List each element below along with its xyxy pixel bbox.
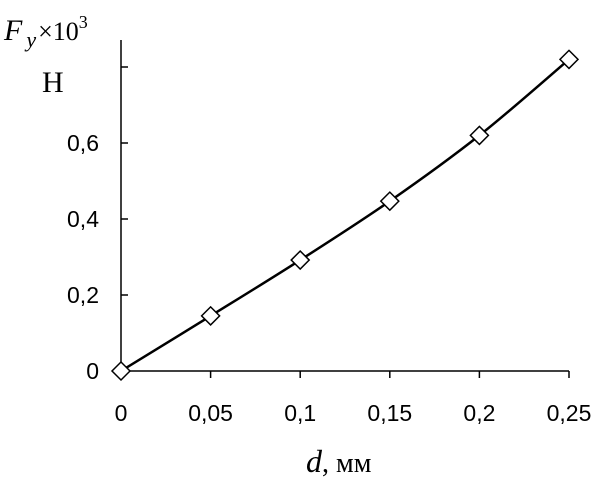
data-point-marker <box>469 125 490 146</box>
ticks <box>120 66 570 378</box>
x-tick-label: 0,1 <box>284 400 316 426</box>
x-tick-label: 0 <box>115 400 128 426</box>
series-line <box>120 58 570 373</box>
y-label-symbol: F <box>3 14 23 47</box>
data-point-marker <box>110 360 132 382</box>
y-axis-unit: Н <box>42 66 64 99</box>
y-tick-label: 0 <box>86 358 99 384</box>
tick-labels: 0 0,05 0,1 0,15 0,2 0,25 0 0,2 0,4 0,6 <box>67 130 591 426</box>
x-tick-label: 0,15 <box>367 400 412 426</box>
x-axis-label: d, мм <box>306 443 372 479</box>
x-label-symbol: d <box>306 443 323 479</box>
x-tick-label: 0,25 <box>547 400 592 426</box>
data-point-marker <box>379 191 400 212</box>
x-tick-label: 0,2 <box>463 400 495 426</box>
y-tick-label: 0,6 <box>67 130 99 156</box>
y-label-exponent: 3 <box>79 12 88 32</box>
y-label-multiplier: ×10 <box>38 17 79 46</box>
x-label-unit: , мм <box>322 448 372 479</box>
data-point-marker <box>200 305 221 326</box>
axes <box>120 40 569 372</box>
y-label-subscript: y <box>24 27 36 52</box>
x-tick-label: 0,05 <box>188 400 233 426</box>
data-point-marker <box>558 49 580 70</box>
y-tick-label: 0,4 <box>67 206 99 232</box>
markers <box>110 49 580 382</box>
data-point-marker <box>290 249 311 271</box>
y-tick-label: 0,2 <box>67 282 99 308</box>
